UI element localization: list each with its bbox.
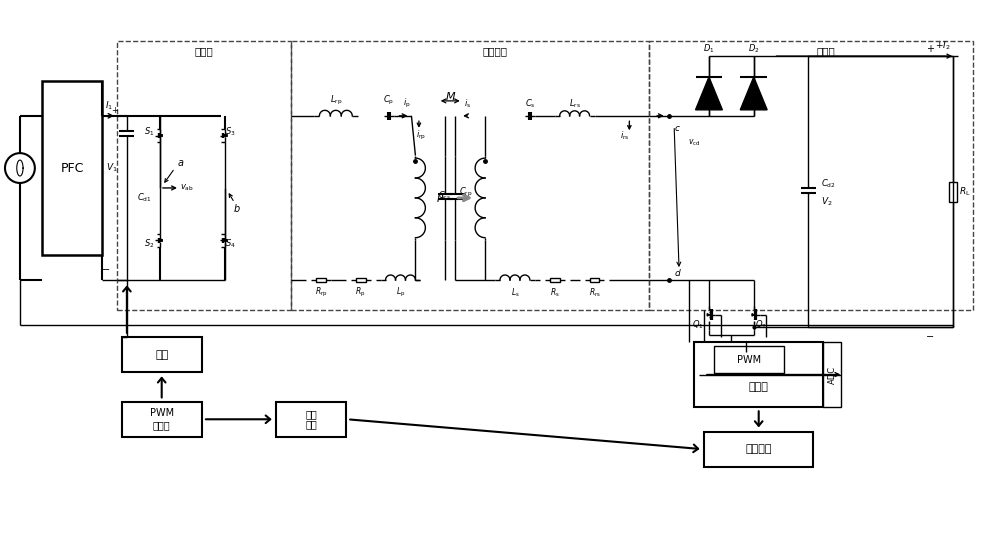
Bar <box>704 432 813 467</box>
Text: $i_{\mathrm{rs}}$: $i_{\mathrm{rs}}$ <box>620 129 629 142</box>
Text: $Q_1$: $Q_1$ <box>692 319 704 331</box>
Bar <box>823 342 841 407</box>
FancyArrowPatch shape <box>458 195 469 201</box>
Text: $C_{\mathrm{s}}$: $C_{\mathrm{s}}$ <box>525 97 535 110</box>
Text: $i_{\mathrm{s}}$: $i_{\mathrm{s}}$ <box>464 97 471 110</box>
Text: $S_4$: $S_4$ <box>225 238 236 250</box>
Circle shape <box>5 153 35 183</box>
Text: $C_{\mathrm{d1}}$: $C_{\mathrm{d1}}$ <box>137 191 152 204</box>
Polygon shape <box>752 314 754 316</box>
Text: $R_{\mathrm{rs}}$: $R_{\mathrm{rs}}$ <box>589 286 601 299</box>
Text: −: − <box>102 265 110 275</box>
Text: $S_1$: $S_1$ <box>144 125 154 138</box>
Text: $d$: $d$ <box>674 267 682 278</box>
Text: 无线模块: 无线模块 <box>745 444 772 454</box>
Text: +: + <box>111 107 118 115</box>
Text: $S_3$: $S_3$ <box>225 125 236 138</box>
Text: ADC: ADC <box>828 365 837 384</box>
Text: $V_1$: $V_1$ <box>106 162 118 174</box>
Bar <box>122 402 202 437</box>
Bar <box>356 278 366 282</box>
Text: $D_2$: $D_2$ <box>748 42 760 55</box>
Text: 整流器: 整流器 <box>816 46 835 56</box>
Text: $a$: $a$ <box>177 158 185 168</box>
Text: $V_2$: $V_2$ <box>821 195 832 208</box>
Text: $L_{\mathrm{p}}$: $L_{\mathrm{p}}$ <box>396 286 405 299</box>
Bar <box>291 41 649 310</box>
Bar <box>117 41 291 310</box>
Bar <box>714 346 784 374</box>
Text: $C_{\mathrm{rp}}$: $C_{\mathrm{rp}}$ <box>459 186 473 199</box>
Text: +: + <box>926 44 934 54</box>
Polygon shape <box>160 134 162 137</box>
Text: PWM: PWM <box>150 408 174 418</box>
Text: $v_{\mathrm{cd}}$: $v_{\mathrm{cd}}$ <box>688 138 700 148</box>
Bar <box>550 278 560 282</box>
Polygon shape <box>225 134 227 137</box>
Text: $C_{\mathrm{d2}}$: $C_{\mathrm{d2}}$ <box>821 178 836 190</box>
Text: $c$: $c$ <box>674 124 681 133</box>
Text: $D_1$: $D_1$ <box>703 42 715 55</box>
Text: 谐振网络: 谐振网络 <box>483 46 508 56</box>
Text: −: − <box>926 332 934 342</box>
Text: $v_{\mathrm{ab}}$: $v_{\mathrm{ab}}$ <box>180 183 194 193</box>
Text: $M$: $M$ <box>445 90 456 102</box>
Bar <box>42 81 102 255</box>
Bar <box>694 342 823 407</box>
Text: $i_{\mathrm{rp}}$: $i_{\mathrm{rp}}$ <box>416 129 426 142</box>
Text: $Q_2$: $Q_2$ <box>755 319 767 331</box>
Polygon shape <box>696 77 722 110</box>
Text: 无线: 无线 <box>305 409 317 420</box>
Polygon shape <box>740 77 767 110</box>
Text: 模块: 模块 <box>305 419 317 429</box>
Polygon shape <box>225 239 227 241</box>
Text: $R_{\mathrm{p}}$: $R_{\mathrm{p}}$ <box>355 286 366 299</box>
Text: $C_{\mathrm{rs}}$: $C_{\mathrm{rs}}$ <box>438 189 451 201</box>
Text: 控制器: 控制器 <box>153 420 171 430</box>
Bar <box>316 278 326 282</box>
Polygon shape <box>707 314 709 316</box>
Text: $L_{\mathrm{rp}}$: $L_{\mathrm{rp}}$ <box>330 94 342 108</box>
Text: $I_1$: $I_1$ <box>105 99 114 112</box>
Text: $b$: $b$ <box>233 202 241 214</box>
Bar <box>949 181 957 201</box>
Text: $S_2$: $S_2$ <box>144 238 155 250</box>
Bar <box>122 337 202 372</box>
Text: 驱动: 驱动 <box>155 350 168 360</box>
Text: $L_{\mathrm{s}}$: $L_{\mathrm{s}}$ <box>511 286 519 299</box>
Text: $R_{\mathrm{rp}}$: $R_{\mathrm{rp}}$ <box>315 286 327 299</box>
Text: 控制器: 控制器 <box>749 382 769 392</box>
Text: $C_{\mathrm{p}}$: $C_{\mathrm{p}}$ <box>383 94 395 108</box>
Text: $+I_2$: $+I_2$ <box>935 40 951 52</box>
Bar <box>590 278 599 282</box>
Text: 逆变器: 逆变器 <box>195 46 213 56</box>
Text: PWM: PWM <box>737 355 761 365</box>
Text: $R_{\mathrm{L}}$: $R_{\mathrm{L}}$ <box>959 185 971 198</box>
Bar <box>276 402 346 437</box>
Text: PFC: PFC <box>60 162 84 175</box>
Text: $P$: $P$ <box>436 192 444 204</box>
Text: $R_{\mathrm{s}}$: $R_{\mathrm{s}}$ <box>550 286 560 299</box>
Polygon shape <box>160 239 162 241</box>
Bar <box>649 41 973 310</box>
Text: $i_{\mathrm{p}}$: $i_{\mathrm{p}}$ <box>403 97 410 110</box>
Text: $L_{\mathrm{rs}}$: $L_{\mathrm{rs}}$ <box>569 97 581 110</box>
